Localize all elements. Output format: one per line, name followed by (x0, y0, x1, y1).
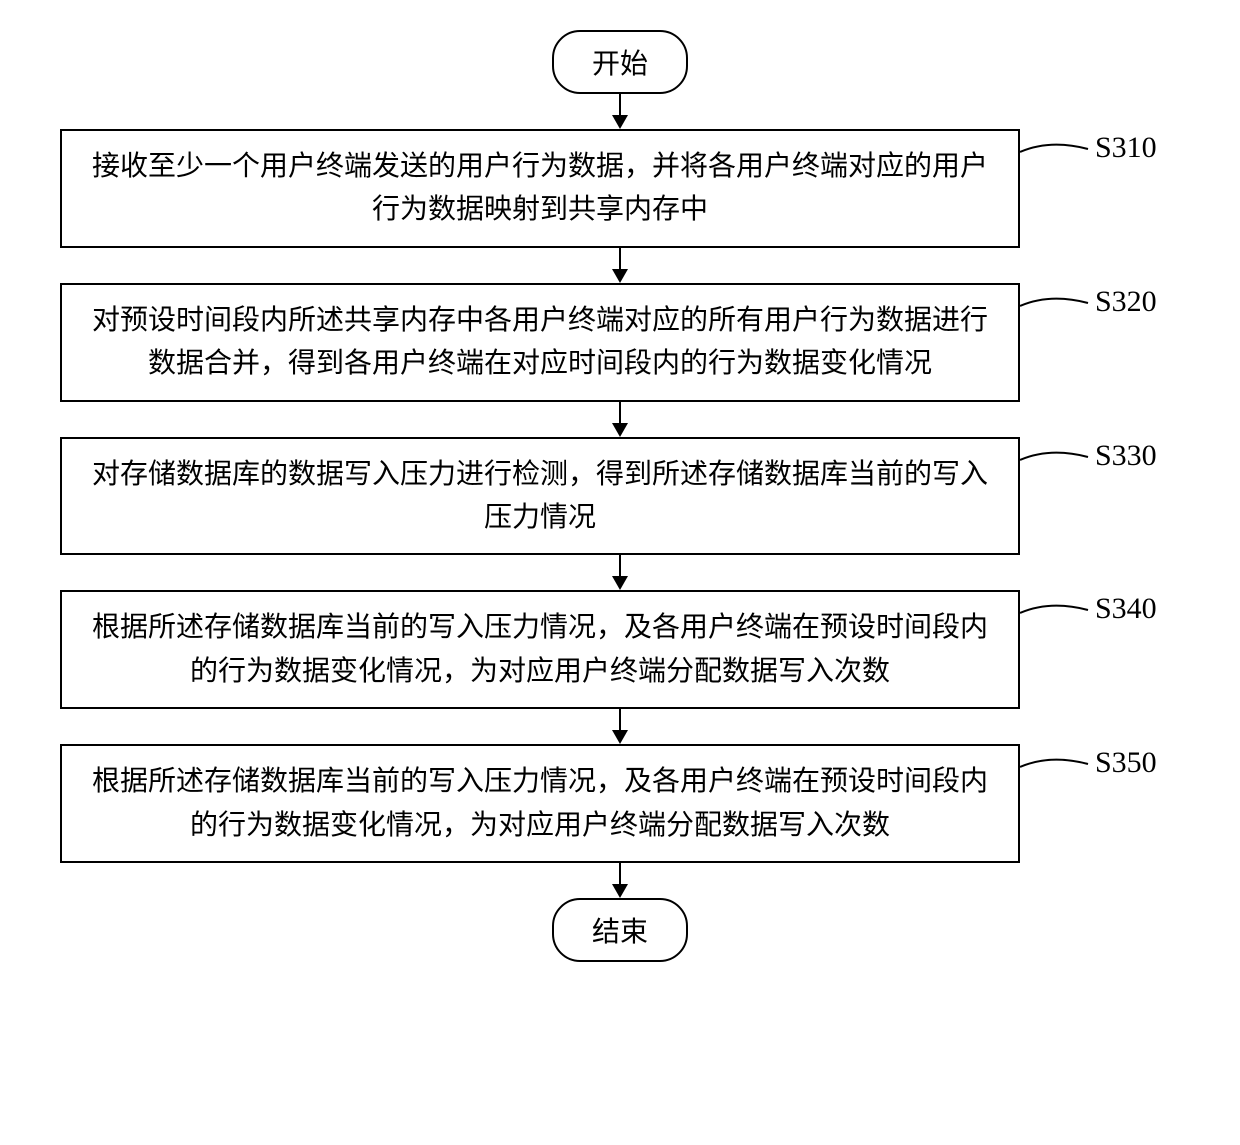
step-text: 对存储数据库的数据写入压力进行检测，得到所述存储数据库当前的写入压力情况 (92, 459, 988, 533)
step-row-1: 接收至少一个用户终端发送的用户行为数据，并将各用户终端对应的用户行为数据映射到共… (40, 129, 1200, 248)
arrow (612, 94, 628, 129)
arrow (612, 709, 628, 744)
step-label: S340 (1095, 592, 1157, 626)
connector-curve (1020, 752, 1090, 782)
process-box: 对预设时间段内所述共享内存中各用户终端对应的所有用户行为数据进行数据合并，得到各… (60, 283, 1020, 402)
step-label: S350 (1095, 746, 1157, 780)
connector-curve (1020, 598, 1090, 628)
step-row-5: 根据所述存储数据库当前的写入压力情况，及各用户终端在预设时间段内的行为数据变化情… (40, 744, 1200, 863)
process-box: 根据所述存储数据库当前的写入压力情况，及各用户终端在预设时间段内的行为数据变化情… (60, 744, 1020, 863)
arrow (612, 248, 628, 283)
step-text: 根据所述存储数据库当前的写入压力情况，及各用户终端在预设时间段内的行为数据变化情… (92, 612, 988, 686)
connector-curve (1020, 291, 1090, 321)
step-label: S330 (1095, 439, 1157, 473)
arrow (612, 402, 628, 437)
step-text: 根据所述存储数据库当前的写入压力情况，及各用户终端在预设时间段内的行为数据变化情… (92, 766, 988, 840)
step-row-4: 根据所述存储数据库当前的写入压力情况，及各用户终端在预设时间段内的行为数据变化情… (40, 590, 1200, 709)
end-label: 结束 (592, 917, 648, 948)
step-text: 接收至少一个用户终端发送的用户行为数据，并将各用户终端对应的用户行为数据映射到共… (92, 151, 988, 225)
end-terminal: 结束 (552, 898, 688, 962)
process-box: 对存储数据库的数据写入压力进行检测，得到所述存储数据库当前的写入压力情况 (60, 437, 1020, 556)
connector-curve (1020, 137, 1090, 167)
step-row-3: 对存储数据库的数据写入压力进行检测，得到所述存储数据库当前的写入压力情况 S33… (40, 437, 1200, 556)
step-row-2: 对预设时间段内所述共享内存中各用户终端对应的所有用户行为数据进行数据合并，得到各… (40, 283, 1200, 402)
process-box: 根据所述存储数据库当前的写入压力情况，及各用户终端在预设时间段内的行为数据变化情… (60, 590, 1020, 709)
arrow (612, 555, 628, 590)
step-label: S320 (1095, 285, 1157, 319)
arrow (612, 863, 628, 898)
start-label: 开始 (592, 49, 648, 80)
process-box: 接收至少一个用户终端发送的用户行为数据，并将各用户终端对应的用户行为数据映射到共… (60, 129, 1020, 248)
step-label: S310 (1095, 131, 1157, 165)
step-text: 对预设时间段内所述共享内存中各用户终端对应的所有用户行为数据进行数据合并，得到各… (92, 305, 988, 379)
flowchart-container: 开始 接收至少一个用户终端发送的用户行为数据，并将各用户终端对应的用户行为数据映… (40, 30, 1200, 962)
connector-curve (1020, 445, 1090, 475)
start-terminal: 开始 (552, 30, 688, 94)
